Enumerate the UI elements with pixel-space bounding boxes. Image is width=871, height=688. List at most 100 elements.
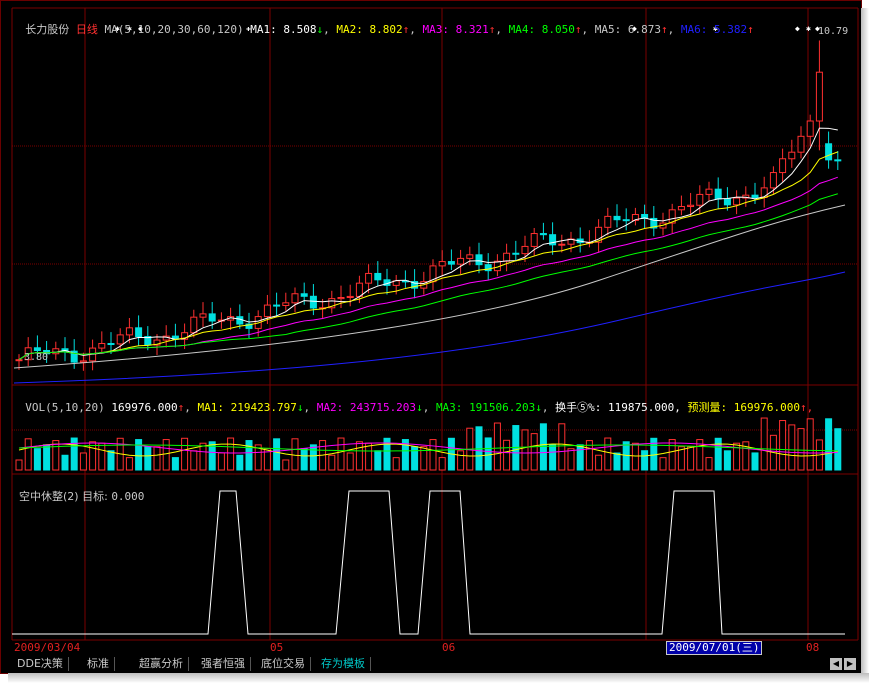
tab-strong-stays-strong[interactable]: 强者恒强	[196, 657, 251, 671]
volume-bar	[15, 459, 23, 471]
candle-body	[43, 349, 51, 355]
volume-bar	[457, 450, 465, 471]
signal-marker-icon: ✱	[806, 24, 811, 33]
candle-body	[190, 316, 198, 334]
period-label[interactable]: 日线	[75, 23, 98, 36]
volume-bar	[733, 442, 741, 471]
ma5-trend: ↑	[660, 23, 668, 36]
forecast-label: 预测量:	[687, 401, 728, 414]
chart-canvas[interactable]: 10.79 3.80 ✱ ✱ ◆ ✚ ◆ ✱ ◆ ✱ ◆	[0, 0, 860, 672]
candle-body	[245, 323, 253, 329]
tab-scroll-right-icon[interactable]: ▶	[844, 658, 856, 670]
stock-name[interactable]: 长力股份	[25, 23, 70, 36]
volume-bar	[107, 450, 115, 471]
volume-bar	[346, 452, 354, 471]
volume-bar	[337, 437, 345, 471]
volume-bar	[79, 452, 87, 471]
signal-marker-icon: ✱	[127, 24, 132, 33]
candle-body	[742, 194, 750, 199]
volume-bar	[567, 448, 575, 471]
volume-bar	[144, 446, 152, 471]
candle-body	[475, 254, 483, 266]
candle-body	[328, 298, 336, 309]
volume-bar	[834, 428, 842, 471]
ma2-value: 8.802	[369, 23, 403, 36]
vol-value: 169976.000	[111, 401, 178, 414]
volume-bar	[493, 422, 501, 471]
volume-bar	[779, 420, 787, 471]
candle-body	[668, 209, 676, 224]
indicator-label: 空中休整(2)	[19, 490, 79, 503]
candle-body	[125, 327, 133, 336]
vol-ma1-trend: ↓	[296, 401, 304, 414]
volume-bar	[585, 440, 593, 471]
candle-body	[834, 159, 842, 162]
candle-body	[825, 143, 833, 161]
tab-super-win-analysis[interactable]: 超赢分析	[134, 657, 189, 671]
tab-dde-decision[interactable]: DDE决策	[12, 657, 69, 671]
volume-bar	[208, 441, 216, 471]
volume-bar	[659, 457, 667, 471]
volume-bar	[190, 450, 198, 471]
volume-bar	[383, 437, 391, 471]
vol-ma1-line	[18, 443, 838, 457]
candle-body	[677, 206, 685, 211]
ma2-label: MA2:	[336, 23, 363, 36]
candle-body	[374, 272, 382, 281]
ma-params: MA(5,10,20,30,60,120)	[104, 23, 244, 36]
high-price-label: 10.79	[818, 26, 848, 37]
volume-bar	[217, 452, 225, 471]
candle-body	[613, 215, 621, 221]
volume-bar	[420, 446, 428, 471]
candle-body	[595, 226, 603, 243]
candle-body	[484, 264, 492, 272]
ma4-line	[18, 193, 838, 361]
signal-marker-icon: ✱	[713, 24, 718, 33]
vol-ma3-trend: ↓	[535, 401, 542, 414]
candle-body	[337, 297, 345, 300]
volume-bar	[135, 439, 143, 471]
date-month-08: 08	[806, 641, 820, 654]
volume-bar	[273, 438, 281, 471]
candle-body	[457, 257, 465, 265]
candle-body	[779, 158, 787, 174]
vol-trend: ↑	[177, 401, 185, 414]
candle-body	[705, 188, 713, 195]
ma4-trend: ↑	[574, 23, 582, 36]
volume-bar	[613, 452, 621, 471]
vol-ma3-label: MA3:	[435, 401, 463, 414]
volume-bar	[227, 437, 235, 471]
candle-body	[503, 252, 511, 262]
tab-standard[interactable]: 标准	[82, 657, 115, 671]
vol-ma3-line	[18, 444, 838, 452]
volume-bar	[521, 429, 529, 471]
vol-ma2-trend: ↓	[416, 401, 423, 414]
volume-header: VOL(5,10,20) 169976.000↑, MA1: 219423.79…	[25, 401, 814, 414]
candle-body	[760, 187, 768, 198]
volume-bar	[631, 442, 639, 471]
volume-bar	[300, 448, 308, 471]
tab-bottom-trading[interactable]: 底位交易	[256, 657, 311, 671]
volume-bar	[199, 442, 207, 471]
volume-bar	[98, 442, 106, 471]
volume-bar	[162, 439, 170, 471]
candle-body	[98, 343, 106, 349]
ma3-trend: ↑	[488, 23, 496, 36]
candle-body	[199, 313, 207, 318]
candle-body	[806, 120, 814, 137]
date-axis: 2009/03/04 05 06 2009/07/01(三) 08	[12, 641, 858, 655]
candle-body	[438, 261, 446, 267]
window-shadow-bottom	[8, 673, 869, 683]
candle-body	[466, 254, 474, 259]
volume-bar	[89, 441, 97, 471]
signal-marker-icon: ◆	[632, 24, 637, 33]
ma6-value: 5.382	[713, 23, 748, 36]
candle-body	[291, 293, 299, 304]
candle-body	[751, 194, 759, 198]
candle-body	[282, 302, 290, 306]
volume-bar	[282, 459, 290, 471]
tab-save-template[interactable]: 存为模板	[316, 657, 371, 671]
forecast-value: 169976.000	[733, 401, 800, 414]
tab-scroll-left-icon[interactable]: ◀	[830, 658, 842, 670]
candle-body	[33, 347, 41, 351]
